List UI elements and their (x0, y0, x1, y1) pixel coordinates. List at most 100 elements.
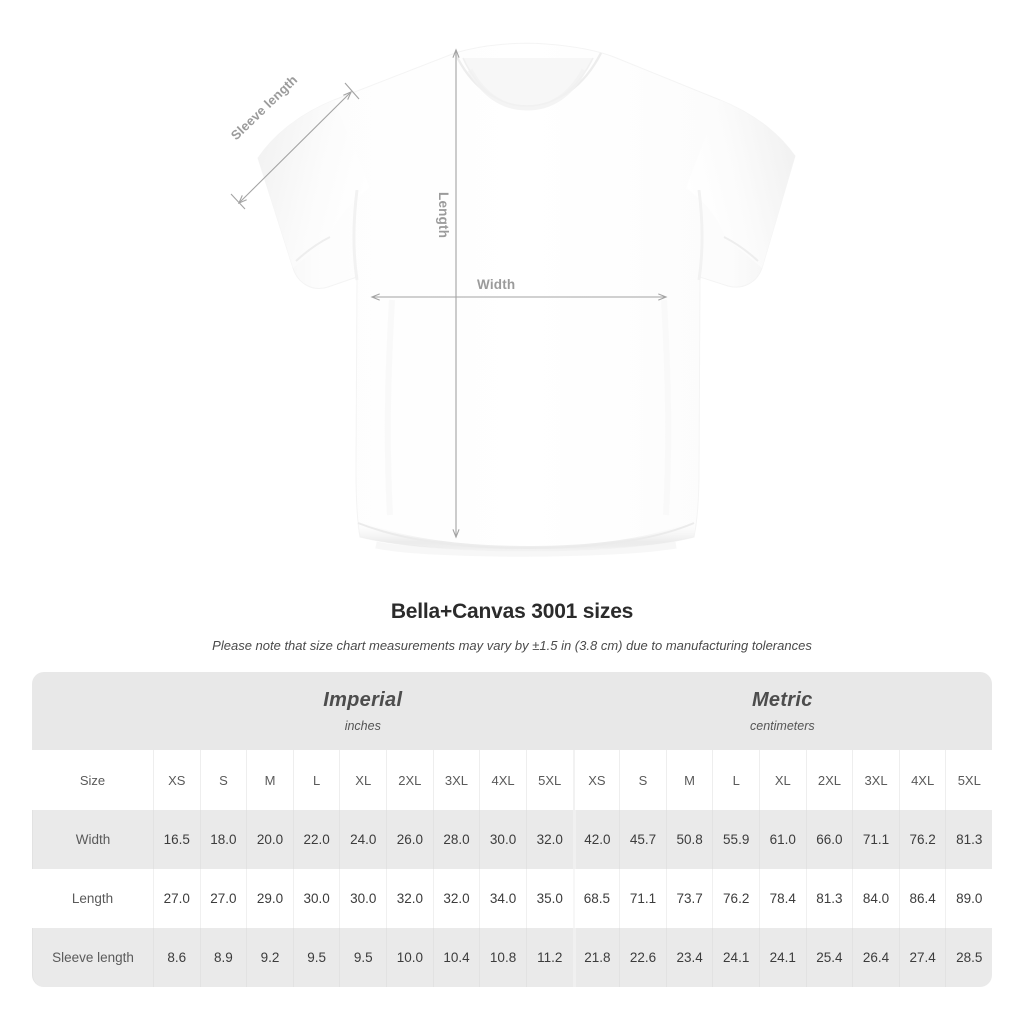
size-header-metric-xl: XL (759, 750, 806, 810)
cell-width-metric-xl: 61.0 (759, 810, 806, 869)
cell-length-imperial-xl: 30.0 (339, 869, 387, 928)
cell-width-imperial-l: 22.0 (292, 810, 340, 869)
size-header-imperial-2xl: 2XL (386, 750, 433, 810)
cell-width-metric-5xl: 81.3 (945, 810, 993, 869)
row-label-length: Length (32, 869, 153, 928)
cell-width-imperial-2xl: 26.0 (386, 810, 433, 869)
table-row: Length 27.0 27.0 29.0 30.0 30.0 32.0 32.0 34.0 35… (32, 869, 993, 928)
cell-sleeve-length-metric-l: 24.1 (712, 928, 759, 987)
size-header-metric-m: M (665, 750, 713, 810)
size-header-imperial-xs: XS (153, 750, 200, 810)
sleeve-length-arrow (237, 90, 353, 205)
tshirt-shadow-under (375, 541, 677, 557)
cell-width-imperial-5xl: 32.0 (525, 810, 573, 869)
cell-length-metric-5xl: 89.0 (945, 869, 993, 928)
tshirt-fold-right (661, 299, 672, 516)
tshirt-diagram-svg (230, 42, 796, 557)
page-title: Bella+Canvas 3001 sizes (390, 600, 634, 623)
cell-length-imperial-3xl: 32.0 (432, 869, 480, 928)
cell-width-imperial-xl: 24.0 (339, 810, 387, 869)
cell-sleeve-length-metric-4xl: 27.4 (898, 928, 946, 987)
cell-sleeve-length-imperial-xs: 8.6 (153, 928, 200, 987)
cell-width-imperial-xs: 16.5 (153, 810, 200, 869)
cell-width-metric-m: 50.8 (665, 810, 713, 869)
size-header-metric-xs: XS (572, 750, 620, 810)
cell-width-metric-2xl: 66.0 (805, 810, 853, 869)
cell-length-metric-s: 71.1 (619, 869, 666, 928)
cell-sleeve-length-metric-m: 23.4 (665, 928, 713, 987)
cell-width-metric-3xl: 71.1 (852, 810, 899, 869)
unit-block-sub: inches (344, 719, 381, 733)
cell-length-metric-4xl: 86.4 (898, 869, 946, 928)
size-chart-table: Imperial inches Metric centimeters Size XS S M L… (32, 672, 993, 987)
sleeve-tick-top (344, 82, 360, 100)
tshirt-collar-shadow (467, 68, 587, 111)
tshirt-right-sleeve (686, 100, 795, 268)
cell-width-imperial-s: 18.0 (199, 810, 247, 869)
cell-width-imperial-4xl: 30.0 (479, 810, 526, 869)
cell-sleeve-length-imperial-5xl: 11.2 (525, 928, 573, 987)
cell-sleeve-length-imperial-2xl: 10.0 (386, 928, 433, 987)
tolerance-note: Please note that size chart measurements… (212, 638, 812, 653)
cell-sleeve-length-imperial-m: 9.2 (246, 928, 293, 987)
cell-sleeve-length-imperial-l: 9.5 (292, 928, 340, 987)
size-header-metric-l: L (712, 750, 759, 810)
cell-sleeve-length-metric-2xl: 25.4 (805, 928, 853, 987)
cell-length-metric-xs: 68.5 (572, 869, 620, 928)
cell-sleeve-length-metric-s: 22.6 (619, 928, 666, 987)
cell-sleeve-length-imperial-4xl: 10.8 (479, 928, 526, 987)
cell-width-imperial-3xl: 28.0 (432, 810, 480, 869)
cell-length-imperial-s: 27.0 (199, 869, 247, 928)
table-row: Sleeve length 8.6 8.9 9.2 9.5 9.5 10.0 10.4 10.8… (32, 928, 993, 987)
sleeve-tick-bottom (230, 193, 246, 210)
tshirt-illustration: Sleeve length Length Width (227, 42, 796, 557)
cell-width-imperial-m: 20.0 (246, 810, 293, 869)
tshirt-right-sleeve-hem (723, 236, 759, 262)
size-header-metric-3xl: 3XL (852, 750, 899, 810)
cell-length-imperial-4xl: 34.0 (479, 869, 526, 928)
size-header-metric-2xl: 2XL (805, 750, 853, 810)
unit-block-imperial: Imperial inches (153, 672, 573, 750)
size-header-imperial-5xl: 5XL (525, 750, 573, 810)
cell-width-metric-l: 55.9 (712, 810, 759, 869)
cell-width-metric-s: 45.7 (619, 810, 666, 869)
unit-block-name: Metric (751, 689, 813, 711)
cell-length-imperial-5xl: 35.0 (525, 869, 573, 928)
size-header-label: Size (32, 750, 153, 810)
row-label-sleeve-length: Sleeve length (32, 928, 153, 987)
size-header-imperial-l: L (292, 750, 340, 810)
row-label-width: Width (32, 810, 153, 869)
cell-sleeve-length-metric-3xl: 26.4 (852, 928, 899, 987)
size-header-imperial-3xl: 3XL (432, 750, 480, 810)
tshirt-left-armhole (352, 189, 359, 281)
size-header-row: Size XS S M L XL 2XL 3XL 4XL 5XL XS S M L XL 2XL 3XL 4XL 5… (32, 750, 993, 810)
tshirt-hem-line (357, 522, 695, 550)
title-block: Bella+Canvas 3001 sizes Please note that… (0, 600, 1024, 653)
width-label: Width (477, 277, 516, 292)
cell-sleeve-length-imperial-3xl: 10.4 (432, 928, 480, 987)
cell-sleeve-length-imperial-xl: 9.5 (339, 928, 387, 987)
cell-width-metric-xs: 42.0 (572, 810, 620, 869)
tshirt-right-armhole (697, 189, 704, 281)
cell-length-metric-2xl: 81.3 (805, 869, 853, 928)
cell-width-metric-4xl: 76.2 (898, 810, 946, 869)
tshirt-shape (257, 42, 796, 557)
cell-length-imperial-m: 29.0 (246, 869, 293, 928)
cell-length-imperial-l: 30.0 (292, 869, 340, 928)
cell-length-metric-3xl: 84.0 (852, 869, 899, 928)
unit-band-row: Imperial inches Metric centimeters (32, 672, 993, 750)
cell-length-metric-l: 76.2 (712, 869, 759, 928)
cell-length-imperial-2xl: 32.0 (386, 869, 433, 928)
size-chart-table-wrapper: Imperial inches Metric centimeters Size XS S M L… (32, 672, 993, 987)
cell-sleeve-length-metric-xl: 24.1 (759, 928, 806, 987)
cell-sleeve-length-metric-xs: 21.8 (572, 928, 620, 987)
size-header-imperial-m: M (246, 750, 293, 810)
size-header-metric-4xl: 4XL (898, 750, 946, 810)
tshirt-fold-left (384, 299, 395, 516)
cell-sleeve-length-metric-5xl: 28.5 (945, 928, 993, 987)
dimension-arrows (230, 48, 668, 539)
size-header-metric-5xl: 5XL (945, 750, 993, 810)
tshirt-left-sleeve-hem (295, 236, 331, 262)
size-header-imperial-xl: XL (339, 750, 387, 810)
cell-length-metric-xl: 78.4 (759, 869, 806, 928)
